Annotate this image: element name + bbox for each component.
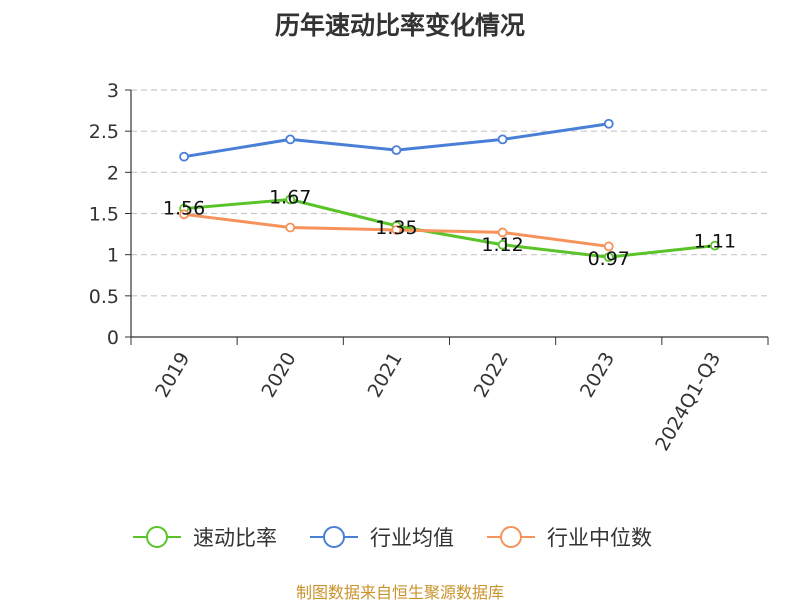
data-label: 1.56	[163, 198, 205, 220]
x-tick-label: 2020	[257, 349, 300, 402]
y-tick-label: 2	[107, 162, 119, 184]
legend-swatch-marker	[323, 526, 345, 548]
source-note: 制图数据来自恒生聚源数据库	[295, 583, 504, 602]
data-point	[603, 118, 614, 129]
data-point	[179, 209, 189, 220]
y-tick-label: 0	[107, 327, 119, 349]
legend-swatch-marker	[500, 526, 522, 548]
series-lines	[179, 118, 720, 263]
axes	[125, 89, 769, 345]
data-point	[391, 225, 402, 235]
legend: 速动比率 行业均值 行业中位数	[133, 526, 652, 550]
y-tick-label: 2.5	[89, 121, 119, 143]
data-label: 1.12	[481, 234, 523, 256]
data-point	[285, 222, 296, 233]
data-label: 0.97	[588, 248, 630, 270]
data-label: 1.67	[269, 187, 311, 209]
legend-swatch-marker	[146, 526, 168, 548]
x-tick-label: 2022	[470, 349, 513, 402]
legend-label: 行业均值	[370, 526, 454, 550]
x-tick-label: 2023	[576, 349, 619, 402]
y-tick-label: 3	[107, 80, 119, 102]
data-label: 1.11	[694, 231, 736, 253]
data-point	[285, 194, 296, 205]
data-point	[603, 252, 614, 263]
y-tick-label: 0.5	[89, 286, 119, 308]
x-tick-label: 2021	[364, 349, 407, 402]
x-tick-label: 2019	[151, 349, 194, 402]
data-label: 1.35	[375, 217, 417, 239]
y-axis-ticks: 0 0.5 1 1.5 2 2.5 3	[89, 80, 119, 349]
legend-item: 行业中位数	[487, 526, 652, 550]
x-tick-label: 2024Q1-Q3	[651, 349, 725, 455]
data-point	[710, 240, 720, 251]
chart-title: 历年速动比率变化情况	[274, 11, 525, 40]
y-tick-label: 1	[107, 245, 119, 267]
x-axis-ticks: 2019 2020 2021 2022 2023 2024Q1-Q3	[151, 349, 725, 455]
legend-item: 速动比率	[133, 526, 277, 550]
data-point	[497, 227, 508, 238]
data-point	[497, 134, 508, 145]
data-point	[285, 134, 296, 145]
data-point	[391, 145, 402, 156]
data-labels: 1.56 1.67 1.35 1.12 0.97 1.11	[163, 187, 736, 271]
legend-item: 行业均值	[310, 526, 454, 550]
y-tick-label: 1.5	[89, 204, 119, 226]
data-point	[179, 151, 189, 162]
grid-lines	[131, 89, 768, 297]
series-line-0	[183, 198, 716, 259]
legend-label: 行业中位数	[547, 526, 652, 550]
data-point	[497, 239, 508, 250]
data-point	[603, 241, 614, 252]
legend-label: 速动比率	[193, 526, 277, 550]
